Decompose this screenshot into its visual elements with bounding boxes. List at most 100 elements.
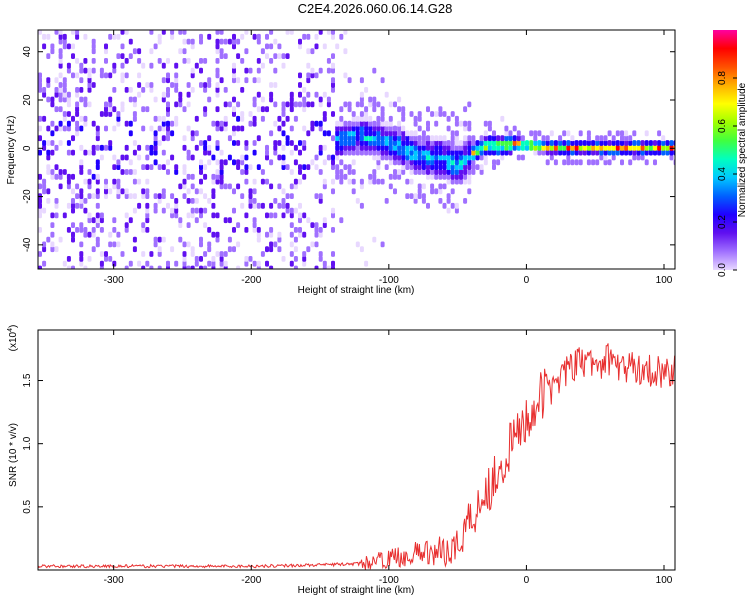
spectrogram-cell	[454, 144, 459, 151]
spectrogram-cell	[591, 159, 596, 166]
spectrogram-cell	[281, 188, 286, 195]
spectrogram-cell	[479, 149, 484, 156]
spectrogram-cell	[364, 260, 369, 267]
spectrogram-cell	[372, 135, 377, 142]
spectrogram-cell	[141, 251, 146, 257]
spectrogram-cell	[331, 33, 335, 40]
spectrogram-cell	[347, 140, 352, 146]
spectrogram-cell	[194, 198, 199, 204]
spectrogram-cell	[293, 159, 298, 166]
spectrogram-cell	[620, 144, 624, 151]
spectrogram-cell	[661, 140, 666, 146]
spectrogram-cell	[170, 120, 175, 127]
spectrogram-cell	[232, 207, 236, 214]
spectrogram-cell	[310, 48, 315, 55]
spectrogram-cell	[120, 77, 125, 84]
spectrogram-cell	[95, 222, 100, 228]
spectrogram-cell	[232, 96, 236, 103]
spectrogram-cell	[161, 193, 166, 199]
spectrogram-cell	[603, 149, 608, 156]
spectrogram-cell	[355, 135, 360, 142]
spectrogram-cell	[446, 198, 451, 204]
spectrogram-cell	[223, 120, 228, 127]
spectrogram-cell	[615, 149, 620, 156]
spectrogram-cell	[227, 101, 232, 108]
spectrogram-cell	[426, 125, 430, 132]
spectrogram-cell	[413, 135, 418, 142]
spectrogram-cell	[170, 82, 175, 88]
spectrogram-cell	[232, 38, 236, 45]
spectrogram-cell	[71, 207, 75, 214]
spectrogram-cell	[66, 101, 71, 108]
spectrogram-cell	[636, 140, 641, 146]
spectrogram-cell	[157, 198, 162, 204]
spectrogram-cell	[219, 53, 224, 59]
spectrogram-cell	[438, 111, 443, 117]
spectrogram-cell	[343, 120, 348, 127]
spectrogram-cell	[46, 236, 51, 243]
spectrogram-cell	[124, 144, 129, 151]
spectrogram-cell	[657, 130, 662, 137]
spectrogram-cell	[302, 140, 307, 146]
spectrogram-cell	[364, 125, 369, 132]
spectrogram-cell	[339, 140, 344, 146]
spectrogram-cell	[293, 178, 298, 185]
spectrogram-cell	[223, 38, 228, 45]
spectrogram-cell	[492, 164, 496, 170]
spectrogram-cell	[153, 202, 158, 209]
spectrogram-cell	[190, 212, 195, 219]
spectrogram-cell	[496, 159, 501, 166]
spectrogram-cell	[244, 67, 249, 74]
spectrogram-cell	[99, 212, 104, 219]
spectrogram-cell	[215, 169, 220, 175]
spectrogram-cell	[145, 207, 150, 214]
spectrogram-cell	[194, 260, 199, 267]
spectrogram-cell	[351, 130, 356, 137]
spectrogram-cell	[673, 140, 675, 146]
spectrogram-cell	[471, 154, 476, 161]
spectrogram-cell	[252, 198, 257, 204]
spectrogram-cell	[417, 154, 422, 161]
spectrogram-cell	[66, 173, 71, 180]
spectrogram-cell	[178, 48, 183, 55]
spectrogram-cell	[454, 173, 459, 180]
spectrogram-cell	[227, 154, 232, 161]
spectrogram-cell	[335, 144, 340, 151]
spectrogram-cell	[496, 140, 501, 146]
spectrogram-cell	[380, 178, 385, 185]
spectrogram-cell	[306, 101, 311, 108]
spectrogram-cell	[454, 169, 459, 175]
spectrogram-cell	[355, 115, 360, 122]
spectrogram-cell	[223, 251, 228, 257]
spectrogram-cell	[285, 207, 290, 214]
spectrogram-cell	[219, 169, 224, 175]
spectrogram-cell	[289, 183, 294, 190]
spectrogram-cell	[306, 246, 311, 253]
spectrogram-cell	[421, 193, 426, 199]
spectrogram-cell	[199, 265, 203, 269]
spectrogram-cell	[46, 140, 51, 146]
spectrogram-cell	[417, 159, 422, 166]
spectrogram-cell	[359, 120, 364, 127]
spectrogram-cell	[529, 130, 534, 137]
spectrogram-cell	[256, 91, 261, 98]
spectrogram-cell	[46, 164, 51, 170]
spectrogram-cell	[446, 193, 451, 199]
spectrogram-cell	[104, 193, 108, 199]
spectrogram-cell	[298, 202, 302, 209]
spectrogram-cell	[170, 130, 175, 137]
spectrogram-cell	[298, 149, 302, 156]
spectrogram-cell	[393, 154, 397, 161]
spectrogram-cell	[240, 154, 245, 161]
spectrogram-cell	[38, 149, 42, 156]
spectrogram-cell	[326, 30, 331, 35]
spectrogram-cell	[199, 58, 203, 64]
spectrogram-cell	[281, 106, 286, 113]
spectrogram-cell	[578, 130, 583, 137]
spectrogram-cell	[603, 144, 608, 151]
spectrogram-cell	[335, 169, 340, 175]
spectrogram-cell	[252, 188, 257, 195]
spectrogram-cell	[331, 53, 335, 59]
spectrogram-cell	[405, 135, 410, 142]
spectrogram-cell	[401, 125, 406, 132]
